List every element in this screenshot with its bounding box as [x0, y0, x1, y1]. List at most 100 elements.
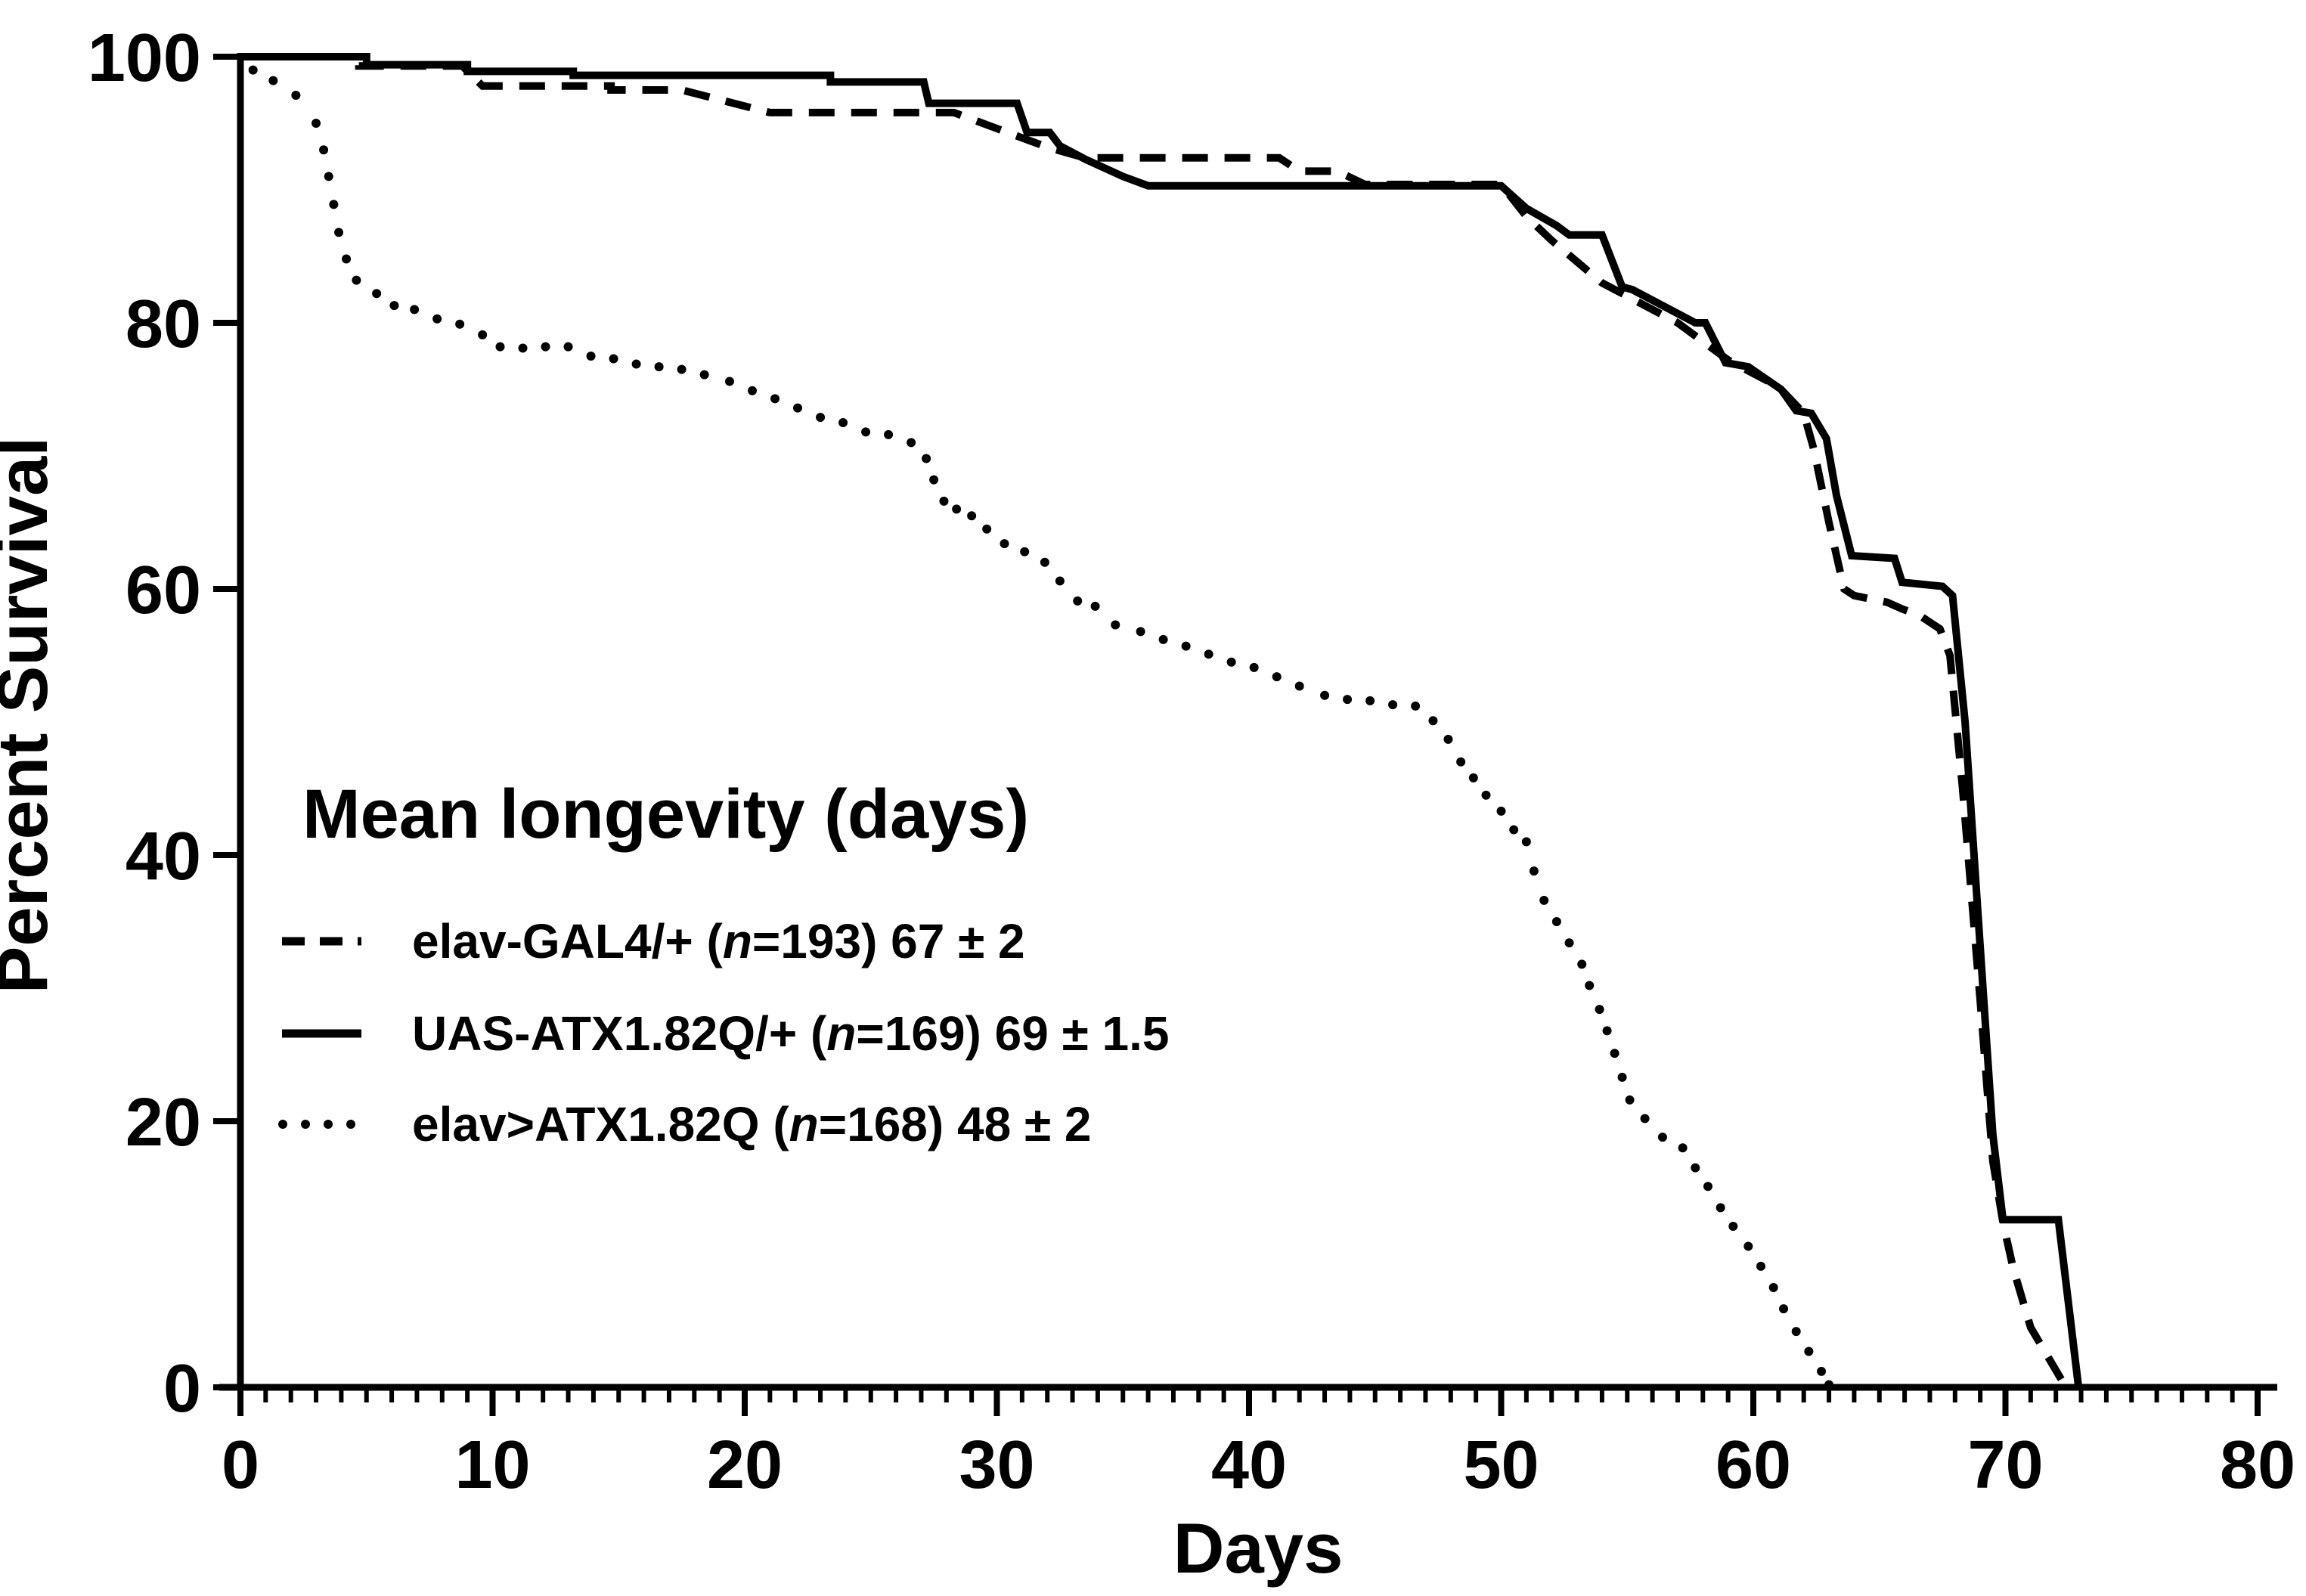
data-point [1320, 690, 1330, 700]
data-point [1617, 1072, 1627, 1082]
data-point [922, 454, 931, 463]
data-point [1204, 649, 1213, 659]
legend-entry-label: UAS-ATX1.82Q/+ (n=169) 69 ± 1.5 [412, 1006, 1169, 1061]
data-point [342, 254, 352, 264]
data-point [311, 119, 321, 128]
data-point [1158, 634, 1168, 644]
data-point [1824, 1380, 1834, 1390]
data-point [838, 418, 848, 427]
data-point [1791, 1327, 1801, 1337]
data-point [1640, 1114, 1650, 1123]
x-tick-label: 60 [1716, 1427, 1791, 1503]
data-point [861, 427, 871, 437]
data-point [1365, 696, 1375, 705]
data-point [631, 359, 641, 369]
y-tick-label: 0 [163, 1351, 201, 1427]
data-point [1456, 757, 1466, 767]
data-point [1226, 657, 1236, 667]
y-axis-label: Percent Survival [0, 437, 62, 994]
legend-entry: elav>ATX1.82Q (n=168) 48 ± 2 [278, 1097, 1091, 1151]
data-point [1625, 1095, 1635, 1105]
data-point [748, 386, 758, 395]
x-tick-label: 50 [1463, 1427, 1539, 1503]
data-point [495, 342, 505, 352]
x-axis-label: Days [1173, 1508, 1344, 1588]
data-point [1678, 1143, 1688, 1153]
legend-dotted-sample [324, 1120, 333, 1129]
data-point [967, 511, 977, 521]
data-point [770, 394, 780, 404]
data-point [1703, 1182, 1712, 1192]
y-tick-label: 40 [126, 819, 201, 894]
x-tick-label: 0 [222, 1427, 259, 1503]
data-point [319, 145, 329, 155]
data-point [1249, 662, 1259, 672]
x-tick-label: 70 [1967, 1427, 2043, 1503]
data-point [724, 377, 734, 386]
data-point [1804, 1347, 1814, 1356]
data-point [1529, 866, 1539, 876]
legend: elav-GAL4/+ (n=193) 67 ± 2 UAS-ATX1.82Q/+… [278, 914, 1169, 1151]
data-point [1055, 576, 1065, 586]
data-point [816, 412, 826, 422]
data-point [1481, 790, 1491, 800]
legend-title: Mean longevity (days) [302, 776, 1029, 853]
data-point [1595, 1005, 1604, 1015]
data-point [1743, 1241, 1753, 1251]
data-point [1817, 1366, 1827, 1376]
data-point [1090, 601, 1100, 611]
data-point [884, 429, 894, 439]
data-point [324, 172, 333, 181]
data-point [1728, 1222, 1738, 1232]
series-solid [240, 53, 2083, 1388]
x-tick-label: 80 [2220, 1427, 2295, 1503]
data-point [1020, 547, 1030, 556]
data-point [1577, 959, 1587, 969]
data-point [982, 524, 992, 534]
data-point [1756, 1261, 1766, 1271]
data-point [432, 314, 442, 324]
data-point [1111, 620, 1120, 630]
data-point [952, 504, 962, 514]
data-point [1716, 1203, 1725, 1213]
data-point [541, 342, 550, 352]
data-point [248, 65, 258, 75]
data-point [699, 370, 709, 380]
data-point [334, 228, 344, 237]
data-point [1388, 700, 1398, 710]
data-point [1443, 734, 1453, 744]
data-point [793, 403, 803, 413]
x-tick-label: 10 [454, 1427, 530, 1503]
data-point [1585, 981, 1595, 990]
data-point [478, 330, 488, 339]
legend-dotted-sample [278, 1120, 287, 1129]
data-point [518, 343, 528, 353]
legend-entry: UAS-ATX1.82Q/+ (n=169) 69 ± 1.5 [282, 1006, 1169, 1061]
x-tick-label: 30 [959, 1427, 1034, 1503]
y-tick-label: 20 [126, 1085, 201, 1161]
data-point [1294, 681, 1304, 691]
data-point [389, 301, 399, 311]
legend-entry: elav-GAL4/+ (n=193) 67 ± 2 [282, 914, 1025, 968]
series-dashed [240, 53, 2069, 1390]
data-point [1272, 672, 1282, 682]
data-point [1539, 895, 1549, 905]
data-point [268, 76, 278, 85]
data-point [1136, 627, 1145, 637]
data-point [1040, 557, 1049, 567]
data-point [329, 200, 339, 209]
y-tick-label: 80 [126, 287, 201, 362]
data-point [1779, 1304, 1789, 1314]
legend-dotted-sample [346, 1120, 355, 1129]
data-point [1181, 641, 1191, 651]
data-point [1691, 1163, 1700, 1173]
data-point [1768, 1283, 1778, 1292]
legend-entry-label: elav-GAL4/+ (n=193) 67 ± 2 [412, 914, 1025, 968]
data-point [654, 362, 664, 372]
y-tick-label: 60 [126, 553, 201, 628]
data-point [907, 438, 916, 448]
data-point [677, 364, 687, 374]
data-point [1509, 825, 1519, 835]
data-point [609, 354, 618, 364]
